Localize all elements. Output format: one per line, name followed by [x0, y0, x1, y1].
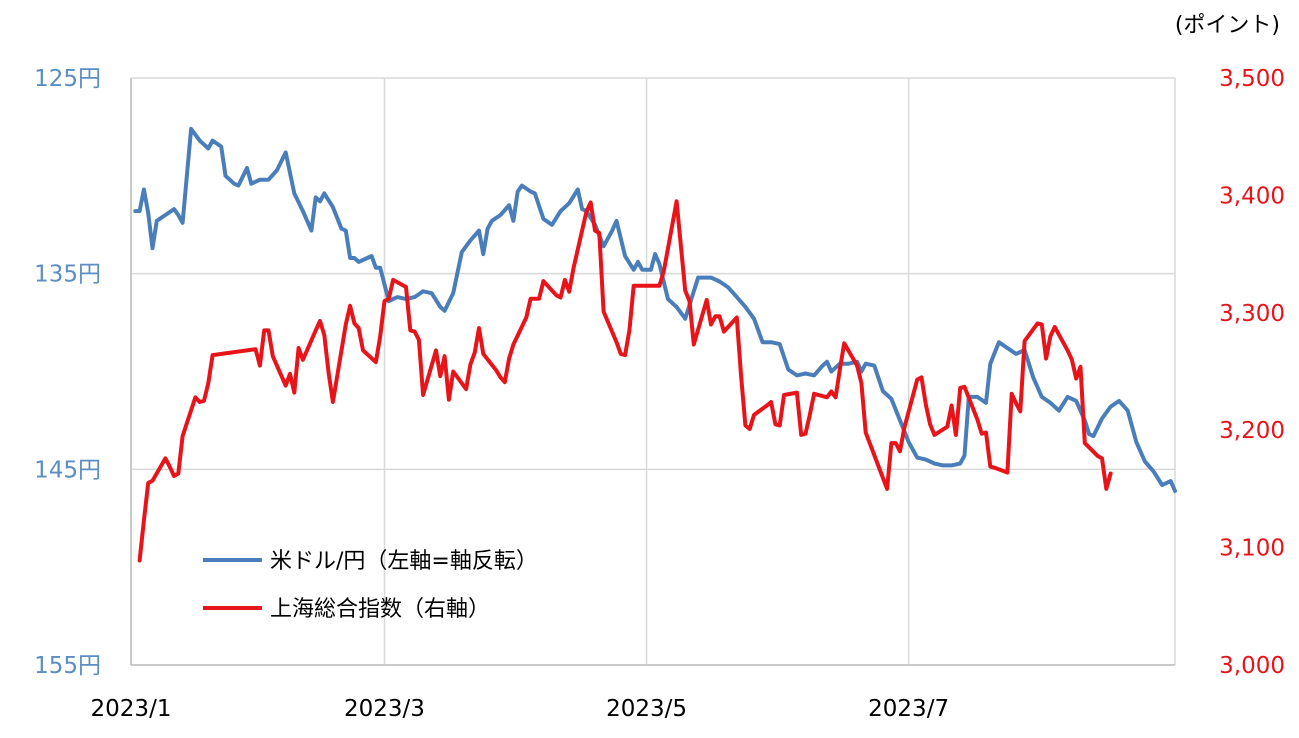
left-tick-label: 135円	[34, 262, 101, 288]
series-lines	[133, 126, 1177, 563]
x-tick-label: 2023/5	[606, 696, 687, 722]
shanghai-index-series-line	[137, 199, 1113, 563]
right-tick-label: 3,300	[1219, 301, 1285, 327]
left-tick-label: 145円	[34, 457, 101, 483]
axes	[130, 78, 1175, 666]
right-tick-label: 3,400	[1219, 183, 1285, 209]
left-tick-label: 155円	[34, 653, 101, 679]
x-axis-ticks: 2023/1 2023/3 2023/5 2023/7	[91, 696, 950, 722]
right-axis-ticks: 3,500 3,400 3,300 3,200 3,100 3,000	[1219, 66, 1285, 679]
right-tick-label: 3,500	[1219, 66, 1285, 92]
right-tick-label: 3,000	[1219, 653, 1285, 679]
right-axis-unit: (ポイント)	[1175, 13, 1280, 38]
usdjpy-series-line	[133, 126, 1177, 493]
legend-label: 米ドル/円（左軸=軸反転）	[270, 549, 538, 574]
left-axis-ticks: 125円 135円 145円 155円	[34, 66, 101, 679]
right-tick-label: 3,100	[1219, 536, 1285, 562]
left-tick-label: 125円	[34, 66, 101, 92]
x-tick-label: 2023/7	[868, 696, 949, 722]
legend: 米ドル/円（左軸=軸反転） 上海総合指数（右軸）	[203, 549, 538, 622]
right-tick-label: 3,200	[1219, 418, 1285, 444]
x-tick-label: 2023/1	[91, 696, 172, 722]
legend-label: 上海総合指数（右軸）	[270, 597, 490, 622]
x-tick-label: 2023/3	[344, 696, 425, 722]
